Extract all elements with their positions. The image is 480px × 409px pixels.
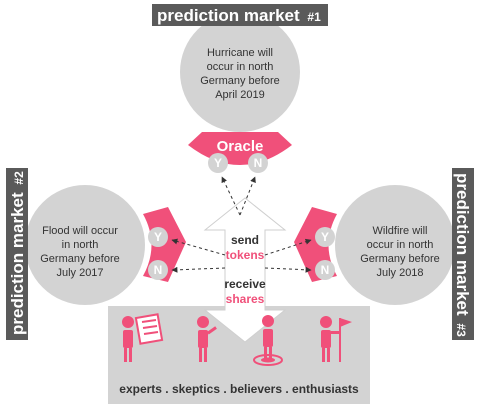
participants-label: experts . skeptics . believers . enthusi… [119, 382, 359, 396]
oracle-yes-label: Y [214, 156, 222, 170]
svg-text:prediction market #2: prediction market #2 [8, 171, 27, 335]
believer-icon [253, 315, 283, 366]
expert-icon [122, 313, 164, 362]
market-1-circle [180, 12, 300, 132]
arrow-to-oracle-no [239, 176, 256, 216]
arrow-to-m3-no [264, 266, 312, 273]
market-3-tag-label: prediction market [453, 173, 472, 316]
market-3-event-line: Germany before [360, 253, 439, 265]
market-2-circle [25, 185, 145, 305]
oracle-no-label: N [254, 156, 263, 170]
market-2-no-label: N [154, 263, 163, 277]
arrow-to-m2-no [171, 266, 226, 273]
market-3-no-label: N [321, 263, 330, 277]
market-1-event-line: Germany before [200, 75, 279, 87]
receive-label: receive [224, 277, 266, 291]
market-3-yes-circle [315, 227, 335, 247]
market-1-event-line: occur in north [207, 61, 274, 73]
market-3-event-line: occur in north [367, 239, 434, 251]
market-3-tag: prediction market #3 [452, 168, 474, 340]
arrow-to-m3-yes [264, 238, 312, 256]
market-2-no-circle [148, 260, 168, 280]
market-2-event-line: in north [62, 239, 99, 251]
market-2-event-line: July 2017 [56, 267, 103, 279]
oracle-label: Oracle [217, 138, 264, 155]
market-3-event-line: July 2018 [376, 267, 423, 279]
skeptic-icon [197, 316, 217, 362]
shares-label: shares [226, 292, 265, 306]
market-3-event-line: Wildfire will [373, 225, 428, 237]
market-2-event-line: Flood will occur [42, 225, 118, 237]
market-1-tag-number: #1 [307, 10, 321, 24]
tokens-label: tokens [226, 248, 265, 262]
market-3-circle [335, 185, 455, 305]
svg-text:prediction market #3: prediction market #3 [453, 173, 472, 337]
market-1-tag: prediction market #1 [152, 4, 328, 26]
market-1-event-line: April 2019 [215, 89, 265, 101]
market-2-tag-number: #2 [12, 171, 26, 185]
market-1-tag-label: prediction market [157, 6, 300, 25]
flow-arrow [203, 197, 287, 343]
participant-icons [122, 313, 352, 366]
market-1-event-line: Hurricane will [207, 47, 273, 59]
market-2-yes-circle [148, 227, 168, 247]
market-3-tag-number: #3 [454, 323, 468, 337]
market-3-yes-label: Y [321, 230, 329, 244]
send-label: send [231, 233, 259, 247]
enthusiast-icon [320, 316, 352, 362]
oracle-no-circle [248, 153, 268, 173]
market-2-tag-label: prediction market [8, 192, 27, 335]
market-2-tag: prediction market #2 [6, 168, 28, 340]
market-3-no-circle [315, 260, 335, 280]
market-2-event-line: Germany before [40, 253, 119, 265]
arrow-to-oracle-yes [221, 176, 241, 216]
oracle-yes-circle [208, 153, 228, 173]
svg-text:prediction market #1: prediction market #1 [157, 6, 321, 25]
market-2-yes-label: Y [154, 230, 162, 244]
